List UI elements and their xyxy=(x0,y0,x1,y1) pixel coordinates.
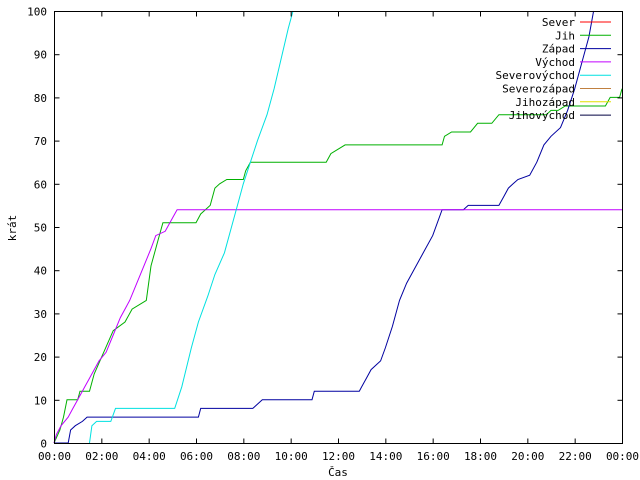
legend-label: Severovýchod xyxy=(496,69,575,82)
legend-label: Severozápad xyxy=(502,83,575,96)
x-tick-label: 16:00 xyxy=(417,450,450,463)
series-line-Západ xyxy=(54,10,595,444)
y-tick-label: 20 xyxy=(34,351,47,364)
series-line-Severovýchod xyxy=(89,10,294,444)
x-axis-label: Čas xyxy=(328,466,348,479)
ticks-layer: 00:00 02:00 04:00 06:00 08:00 10:00 12:00 14:00… xyxy=(27,6,639,464)
x-tick-label: 02:00 xyxy=(85,450,118,463)
series-line-Jih xyxy=(53,88,623,444)
x-tick-label: 10:00 xyxy=(275,450,308,463)
legend-label: Sever xyxy=(542,16,575,29)
series-line-Východ xyxy=(53,209,622,444)
y-tick-label: 10 xyxy=(34,394,47,407)
legend-label: Západ xyxy=(542,43,575,56)
x-tick-label: 06:00 xyxy=(180,450,213,463)
y-tick-label: 40 xyxy=(34,265,47,278)
y-tick-label: 30 xyxy=(34,308,47,321)
legend-label: Východ xyxy=(535,56,575,69)
legend-label: Jih xyxy=(555,29,575,42)
legend-label: Jihozápad xyxy=(515,96,575,109)
x-tick-label: 00:00 xyxy=(38,450,71,463)
x-tick-label: 20:00 xyxy=(511,450,544,463)
x-tick-label: 04:00 xyxy=(133,450,166,463)
x-tick-label: 08:00 xyxy=(227,450,260,463)
y-tick-label: 60 xyxy=(34,178,47,191)
y-tick-label: 80 xyxy=(34,92,47,105)
y-axis-label: krát xyxy=(6,215,19,242)
x-tick-label: 12:00 xyxy=(322,450,355,463)
y-tick-label: 0 xyxy=(40,438,47,451)
legend-label: Jihovýchod xyxy=(509,109,575,122)
legend: SeverJihZápadVýchodSeverovýchodSeverozáp… xyxy=(496,16,611,122)
x-tick-label: 22:00 xyxy=(559,450,592,463)
y-tick-label: 50 xyxy=(34,222,47,235)
y-tick-label: 100 xyxy=(27,6,47,19)
y-tick-label: 90 xyxy=(34,49,47,62)
x-tick-label: 14:00 xyxy=(369,450,402,463)
y-tick-label: 70 xyxy=(34,135,47,148)
x-tick-label: 18:00 xyxy=(464,450,497,463)
x-tick-label: 00:00 xyxy=(606,450,639,463)
series-layer xyxy=(53,10,623,444)
